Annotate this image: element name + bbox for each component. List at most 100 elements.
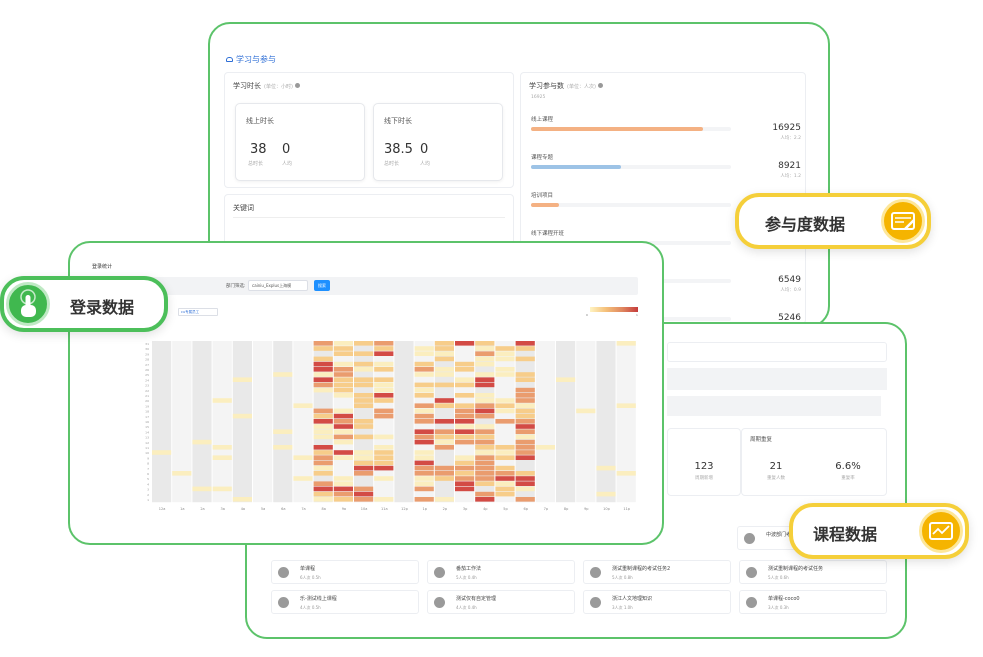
course-title: 单课程: [300, 566, 316, 572]
heatmap-x-tick: 9a: [342, 507, 346, 511]
heatmap-cell: [434, 346, 454, 351]
heatmap-cell: [475, 403, 495, 408]
course-meta: 5人次 0.4h: [456, 575, 477, 580]
course-title: 测试重制课程的考试任务2: [612, 566, 671, 572]
heatmap-cell: [434, 341, 454, 346]
login-filter-bar: 部门筛选: cainiu_Explus上海模 搜索: [86, 277, 638, 295]
heatmap-cell: [414, 434, 434, 440]
participation-max: 16925: [531, 95, 546, 100]
heatmap-cell: [475, 377, 495, 382]
heatmap-cell: [515, 434, 535, 440]
heatmap-x-tick: 5a: [261, 507, 265, 511]
heatmap-x-tick: 7p: [544, 507, 549, 511]
heatmap-cell: [354, 450, 374, 455]
study-time-panel: 学习时长 (单位：小时) 线上时长 38 0 总时长 人均 线下时长 38.5 0…: [224, 72, 514, 188]
course-item[interactable]: 浙江人文地理知识 3人次 1.0h: [583, 590, 731, 614]
heatmap-y-tick: 13: [145, 436, 149, 440]
heatmap-column: [212, 341, 232, 503]
heatmap-cell: [313, 497, 333, 502]
heatmap-y-tick: 25: [145, 373, 149, 377]
filter-chip[interactable]: cu专属员工: [178, 308, 218, 316]
heatmap-cell: [313, 429, 333, 434]
course-item[interactable]: 番茄工作法 5人次 0.4h: [427, 560, 575, 584]
heatmap-cell: [515, 408, 535, 414]
heatmap-column: [253, 341, 273, 503]
heatmap-column: [232, 341, 252, 503]
heatmap-cell: [515, 413, 535, 419]
heatmap-cell: [374, 346, 394, 351]
heatmap-cell: [313, 356, 333, 362]
heatmap-cell: [475, 491, 495, 497]
course-item[interactable]: 测试重制课程的考试任务2 5人次 0.8h: [583, 560, 731, 584]
heatmap-cell: [374, 367, 394, 372]
course-item[interactable]: 单课程 6人次 0.5h: [271, 560, 419, 584]
participation-row-fill: [531, 203, 559, 207]
course-item[interactable]: 单课程-coco0 3人次 0.3h: [739, 590, 887, 614]
heatmap-x-tick: 11a: [381, 507, 388, 511]
heatmap-cell: [475, 471, 495, 476]
heatmap-cell: [556, 377, 576, 382]
heatmap-cell: [293, 476, 313, 481]
heatmap-cell: [313, 382, 333, 388]
heatmap-cell: [455, 341, 475, 346]
heatmap-cell: [495, 346, 515, 351]
heatmap-cell: [475, 346, 495, 351]
course-item[interactable]: 测试重制课程的考试任务 5人次 0.6h: [739, 560, 887, 584]
heatmap-cell: [273, 429, 293, 434]
heatmap-cell: [414, 382, 434, 388]
participation-title: 学习参与数 (单位：人次): [529, 81, 603, 91]
heatmap-y-tick: 5: [147, 477, 149, 481]
participation-row: 课程专题 8921 人均：1.2: [531, 153, 801, 183]
heatmap-cell: [374, 341, 394, 346]
heatmap-cell: [455, 408, 475, 414]
help-icon[interactable]: [597, 83, 603, 88]
heatmap-cell: [475, 497, 495, 502]
heatmap-cell: [414, 439, 434, 445]
course-title: 浙江人文地理知识: [612, 596, 653, 602]
heatmap-cell: [293, 455, 313, 460]
heatmap-cell: [515, 429, 535, 434]
participation-row: 培训项目: [531, 191, 801, 221]
heatmap-y-tick: 15: [145, 425, 149, 429]
search-button[interactable]: 搜索: [314, 280, 330, 291]
heatmap-cell: [535, 445, 555, 450]
dept-select[interactable]: cainiu_Explus上海模: [248, 280, 308, 291]
heatmap-cell: [596, 465, 616, 471]
heatmap-cell: [515, 372, 535, 377]
heatmap-cell: [475, 356, 495, 362]
heatmap-cell: [434, 372, 454, 377]
heatmap-cell: [374, 460, 394, 466]
heatmap-cell: [354, 486, 374, 492]
heatmap-cell: [414, 486, 434, 492]
course-item[interactable]: 测试仅有自定管理 4人次 0.4h: [427, 590, 575, 614]
heatmap-cell: [313, 445, 333, 450]
heatmap-cell: [333, 413, 353, 419]
heatmap-cell: [232, 497, 252, 502]
heatmap-y-tick: 30: [145, 347, 149, 351]
course-thumb-icon: [590, 567, 601, 578]
heatmap-cell: [515, 424, 535, 429]
participation-row-label: 线上课程: [531, 117, 554, 123]
heatmap-cell: [313, 486, 333, 492]
heatmap-y-tick: 27: [145, 363, 149, 367]
heatmap-cell: [515, 398, 535, 403]
heatmap-cell: [354, 393, 374, 398]
heatmap-cell: [333, 346, 353, 351]
course-thumb-icon: [744, 533, 755, 544]
participation-row-fill: [531, 165, 621, 169]
heatmap-cell: [515, 450, 535, 455]
heatmap-cell: [455, 413, 475, 419]
course-data-callout: 课程数据: [789, 503, 969, 559]
participation-row-fill: [531, 127, 703, 131]
heatmap-column: [556, 341, 576, 503]
heatmap-cell: [313, 460, 333, 466]
course-thumb-icon: [590, 597, 601, 608]
heatmap-cell: [313, 361, 333, 367]
heatmap-cell: [333, 377, 353, 382]
heatmap-cell: [434, 465, 454, 471]
login-stats-title: 登录统计: [92, 264, 113, 270]
course-item[interactable]: 乐-测试线上课程 4人次 0.5h: [271, 590, 419, 614]
heatmap-x-tick: 11p: [623, 507, 630, 511]
heatmap-cell: [475, 424, 495, 429]
help-icon[interactable]: [294, 83, 300, 88]
